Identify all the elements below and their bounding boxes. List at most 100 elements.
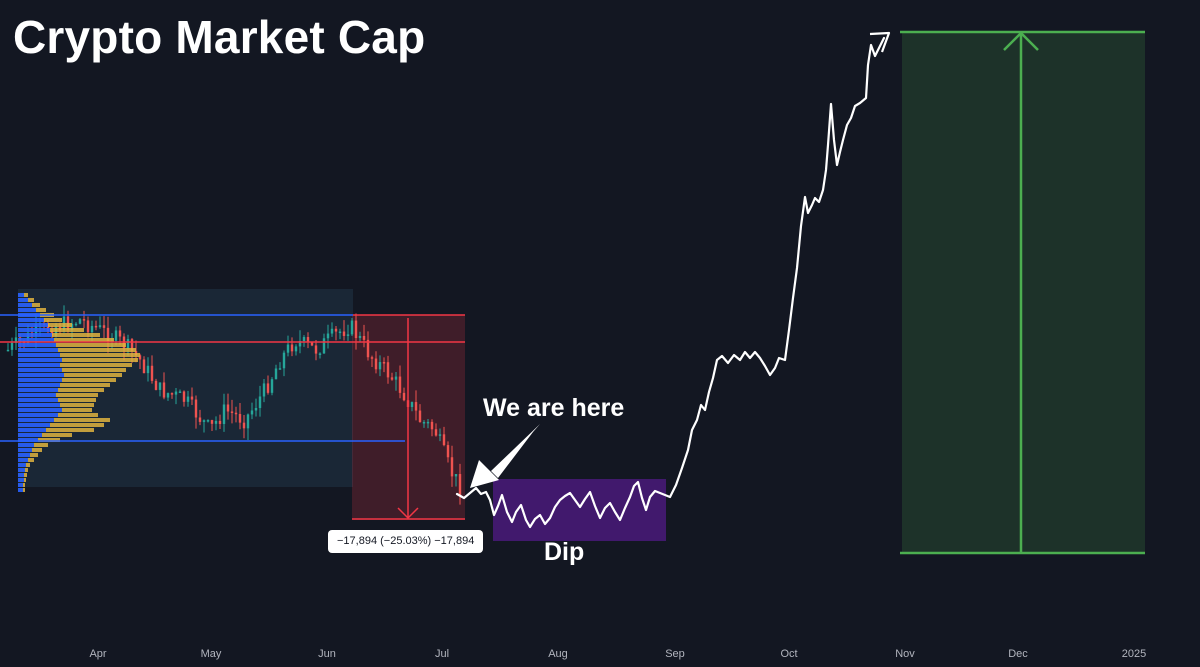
candle-body xyxy=(322,338,326,354)
volume-profile-bar xyxy=(18,428,46,432)
candle-body xyxy=(314,345,318,354)
candle-body xyxy=(162,382,166,398)
candle-body xyxy=(430,421,434,430)
candle-body xyxy=(138,355,142,360)
candle-body xyxy=(362,335,366,340)
volume-profile-bar xyxy=(18,398,58,402)
volume-profile-bar xyxy=(18,408,62,412)
candle-body xyxy=(378,362,382,370)
volume-profile-bar xyxy=(50,423,104,427)
candle-body xyxy=(198,417,202,422)
x-tick-label: Jul xyxy=(434,648,450,660)
candle-body xyxy=(306,337,310,343)
candle-body xyxy=(142,359,146,374)
volume-profile-bar xyxy=(58,388,104,392)
volume-profile-bar xyxy=(25,468,28,472)
volume-profile-bar xyxy=(62,408,92,412)
x-tick-label: 2025 xyxy=(1121,648,1147,660)
candle-body xyxy=(242,422,246,429)
candle-body xyxy=(278,368,282,370)
volume-profile-bar xyxy=(18,473,24,477)
candle-body xyxy=(434,429,438,436)
volume-profile-bar xyxy=(18,433,42,437)
candle-body xyxy=(274,368,278,380)
candle-body xyxy=(98,325,102,328)
candle-body xyxy=(294,346,298,352)
volume-profile-bar xyxy=(32,448,42,452)
volume-profile-bar xyxy=(18,448,32,452)
candle-body xyxy=(286,344,290,353)
candle-body xyxy=(334,328,338,332)
volume-profile-bar xyxy=(18,368,62,372)
candle-body xyxy=(238,413,242,423)
volume-profile-bar xyxy=(34,443,48,447)
candle-body xyxy=(390,377,394,380)
candle-body xyxy=(26,332,30,343)
volume-profile-bar xyxy=(18,373,64,377)
candle-body xyxy=(90,325,94,333)
volume-profile-bar xyxy=(48,323,72,327)
volume-profile-bar xyxy=(18,468,25,472)
candle-body xyxy=(310,342,314,346)
candle-body xyxy=(394,376,398,380)
volume-profile-bar xyxy=(18,483,23,487)
candle-body xyxy=(234,412,238,415)
candle-body xyxy=(370,357,374,359)
candle-body xyxy=(10,342,14,350)
volume-profile-bar xyxy=(18,393,56,397)
volume-profile-bar xyxy=(18,488,23,492)
x-tick-label: Apr xyxy=(89,648,107,660)
volume-profile-bar xyxy=(60,403,94,407)
volume-profile-bar xyxy=(18,478,24,482)
drawdown-arrow-head xyxy=(397,507,419,520)
volume-profile-bar xyxy=(18,418,54,422)
candle-body xyxy=(174,391,178,395)
candle-body xyxy=(182,391,186,402)
current-position-label: We are here xyxy=(483,394,625,422)
candle-body xyxy=(382,362,386,364)
candle-body xyxy=(230,411,234,413)
candle-body xyxy=(346,334,350,336)
volume-profile-bar xyxy=(18,318,44,322)
candle-body xyxy=(82,319,86,321)
candle-body xyxy=(222,404,226,424)
volume-profile-bar xyxy=(23,488,25,492)
x-tick-label: May xyxy=(200,648,222,660)
candle-body xyxy=(402,392,406,401)
candle-body xyxy=(202,420,206,422)
volume-profile-bar xyxy=(54,418,110,422)
volume-profile-bar xyxy=(18,353,60,357)
volume-profile-bar xyxy=(18,338,54,342)
volume-profile-bar xyxy=(18,328,50,332)
candle-body xyxy=(326,333,330,339)
candle-body xyxy=(46,323,50,332)
volume-profile-bar xyxy=(18,298,28,302)
volume-profile-bar xyxy=(42,433,72,437)
candle-body xyxy=(302,337,306,342)
volume-profile-bar xyxy=(18,438,38,442)
volume-profile-bar xyxy=(23,483,25,487)
volume-profile-bar xyxy=(58,348,136,352)
candle-body xyxy=(246,414,250,429)
drawdown-measure-label: −17,894 (−25.03%) −17,894 xyxy=(328,530,484,553)
volume-profile-bar xyxy=(56,393,98,397)
candle-body xyxy=(210,420,214,424)
volume-profile-bar xyxy=(46,428,94,432)
volume-profile-bar xyxy=(18,308,36,312)
volume-profile-bar xyxy=(24,473,27,477)
candle-body xyxy=(446,445,450,458)
candle-body xyxy=(158,382,162,390)
volume-profile-bar xyxy=(60,363,132,367)
candle-body xyxy=(154,380,158,390)
candle-body xyxy=(338,331,342,334)
volume-profile-bar xyxy=(30,453,38,457)
volume-profile-bar xyxy=(18,463,26,467)
volume-profile-bar xyxy=(56,343,126,347)
volume-profile-bar xyxy=(18,333,52,337)
volume-profile-bar xyxy=(28,458,34,462)
candle-body xyxy=(170,393,174,395)
volume-profile-bar xyxy=(24,478,26,482)
chart-title: Crypto Market Cap xyxy=(13,11,426,63)
candle-body xyxy=(262,383,266,397)
